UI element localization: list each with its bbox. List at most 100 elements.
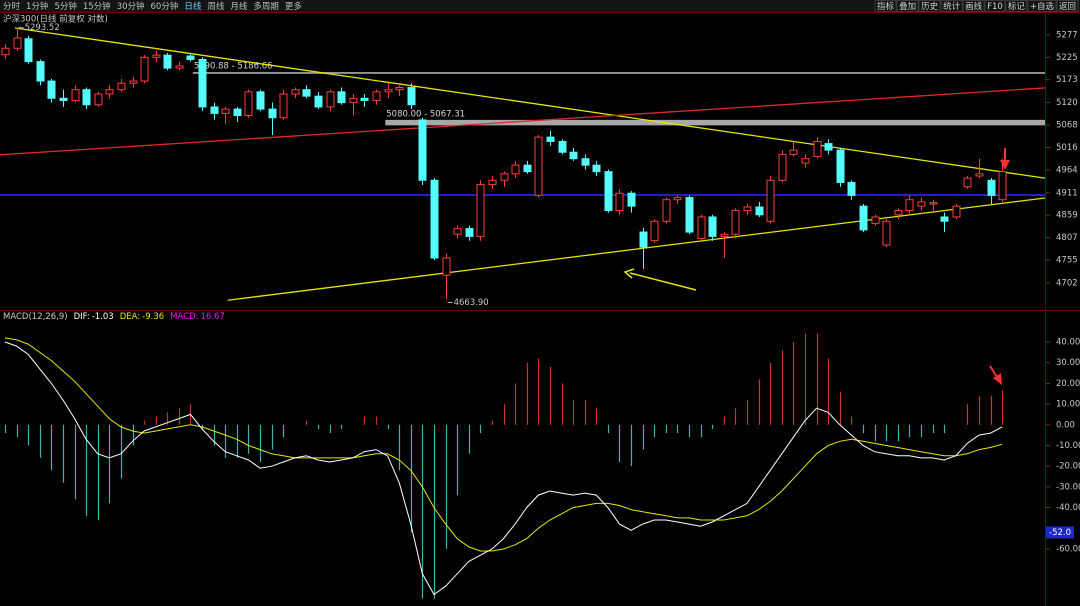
annotation-label: 4663.90	[454, 298, 489, 308]
candle-body	[314, 95, 323, 108]
toolbar-tab[interactable]: 15分钟	[83, 1, 111, 12]
candle-body	[198, 58, 207, 108]
candle-body	[1, 47, 10, 56]
candle-body	[731, 209, 740, 235]
value-marker-label: -52.0	[1049, 528, 1071, 538]
toolbar-button[interactable]: F10	[987, 2, 1003, 12]
macd-line	[4, 337, 1003, 552]
candle-body	[847, 181, 856, 196]
toolbar-tab[interactable]: 多周期	[253, 1, 279, 12]
candle-body	[476, 184, 485, 237]
toolbar-tab[interactable]: 月线	[230, 1, 248, 12]
candle-body	[592, 164, 601, 173]
y-tick-label: 4964	[1056, 165, 1078, 175]
candle-body	[836, 149, 845, 183]
candle-body	[372, 91, 381, 101]
legend: MACD(12,26,9) DIF: -1.03 DEA: -9.36 MACD: 16.6…	[3, 312, 225, 322]
toolbar-tab[interactable]: 分时	[3, 1, 21, 12]
candle-body	[465, 228, 474, 237]
toolbar-button[interactable]: +自选	[1030, 1, 1055, 12]
toolbar-button[interactable]: 统计	[943, 1, 961, 12]
candle-body	[558, 140, 567, 153]
candle-body	[105, 89, 114, 95]
candle-body	[82, 89, 91, 106]
toolbar-button[interactable]: 叠加	[899, 1, 916, 12]
toolbar-button[interactable]: 标记	[1008, 1, 1026, 12]
candle-body	[186, 55, 195, 60]
candle-body	[824, 143, 833, 151]
candle-body	[917, 201, 926, 207]
legend-name: MACD:	[170, 312, 198, 322]
candle-body	[175, 65, 184, 69]
toolbar-button[interactable]: 历史	[921, 1, 939, 12]
y-tick-label: 5173	[1056, 75, 1078, 85]
pointer-arrow	[623, 268, 697, 291]
legend-name: DEA:	[120, 312, 140, 322]
candle-body	[268, 108, 277, 119]
button-frame	[984, 0, 1006, 12]
toolbar-button[interactable]: 返回	[1059, 1, 1076, 12]
toolbar-tab[interactable]: 5分钟	[54, 1, 76, 12]
legend-title: MACD(12,26,9)	[3, 312, 68, 322]
candle-body	[859, 205, 868, 231]
candle-body	[140, 56, 149, 82]
toolbar-button[interactable]: 指标	[877, 1, 895, 12]
candle-body	[210, 106, 219, 114]
candle-body	[36, 61, 45, 82]
arrow-head	[1000, 160, 1010, 170]
price-band	[385, 119, 1045, 126]
price-band	[192, 72, 1045, 74]
candle-body	[894, 209, 903, 216]
y-tick-label: 4859	[1056, 211, 1078, 221]
candle-body	[673, 197, 682, 201]
candle-body	[384, 89, 393, 93]
candle-body	[801, 158, 810, 164]
candle-body	[581, 158, 590, 166]
toolbar-tab[interactable]: 日线	[184, 1, 202, 12]
candle-body	[813, 140, 822, 158]
candle-body	[59, 97, 68, 101]
candle-body	[233, 108, 242, 117]
legend-value: -1.03	[92, 312, 114, 322]
button-frame	[874, 0, 897, 12]
candle-body	[302, 89, 311, 97]
signal-arrow	[1000, 148, 1010, 170]
y-tick-label: 4807	[1056, 233, 1078, 243]
candle-body	[94, 93, 103, 106]
toolbar-button[interactable]: 画线	[965, 1, 983, 12]
candle-body	[975, 173, 984, 177]
toolbar-tab[interactable]: 1分钟	[26, 1, 48, 12]
toolbar-tab[interactable]: 30分钟	[117, 1, 145, 12]
candle-body	[349, 97, 358, 104]
band-label: 5190.88 - 5186.66	[194, 62, 273, 72]
candle-body	[929, 202, 938, 205]
trend-line	[14, 27, 1046, 179]
y-tick-label: 4702	[1056, 278, 1078, 288]
toolbar-tab[interactable]: 更多	[285, 1, 303, 12]
candle-body	[998, 171, 1007, 201]
candle-body	[430, 179, 439, 259]
chart-title: 沪深300(日线 前复权 对数)	[3, 14, 108, 25]
candle-body	[685, 197, 694, 233]
y-tick-label: -10.00	[1056, 441, 1080, 451]
candle-body	[871, 216, 880, 224]
toolbar-tab[interactable]: 60分钟	[151, 1, 179, 12]
candle-body	[546, 136, 555, 142]
legend-value: 16.67	[201, 312, 225, 322]
candle-body	[511, 164, 520, 175]
candle-body	[987, 179, 996, 196]
y-tick-label: 5016	[1056, 143, 1078, 153]
candle-body	[534, 136, 543, 196]
candle-body	[256, 91, 265, 110]
y-tick-label: 5277	[1056, 30, 1078, 40]
trend-line	[0, 87, 1046, 156]
y-tick-label: -30.00	[1056, 482, 1080, 492]
candle-body	[650, 220, 659, 242]
candle-body	[488, 179, 497, 186]
toolbar	[0, 0, 1080, 12]
toolbar-tab[interactable]: 周线	[207, 1, 225, 12]
band-label: 5080.00 - 5067.31	[386, 109, 465, 119]
candle-body	[117, 82, 126, 91]
button-frame	[1005, 0, 1028, 12]
